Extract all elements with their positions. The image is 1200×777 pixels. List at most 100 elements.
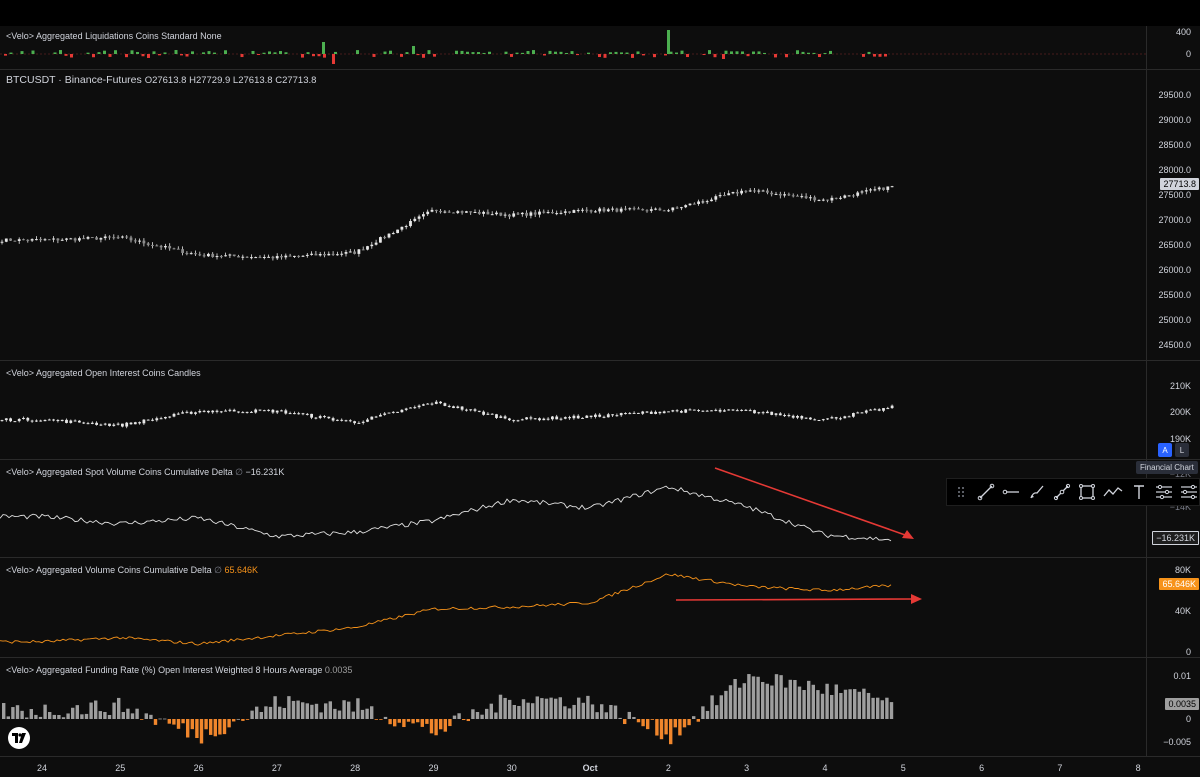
oi-candle <box>873 409 877 411</box>
liquidation-bar <box>279 51 282 54</box>
drag-handle-icon[interactable] <box>951 481 970 503</box>
price-candle <box>17 239 21 242</box>
connected-line-icon[interactable] <box>1052 481 1071 503</box>
price-candle <box>60 239 64 241</box>
oi-candle <box>267 409 270 411</box>
price-candle <box>108 236 111 238</box>
spot-cvd-axis[interactable]: −12K −14K −16.231K <box>1146 460 1200 557</box>
oi-candle <box>361 421 365 423</box>
price-candle <box>783 194 786 196</box>
price-candle <box>103 236 107 239</box>
open-interest-axis[interactable]: 210K 200K 190K <box>1146 361 1200 459</box>
funding-bar <box>388 719 392 725</box>
volume-cvd-pane[interactable]: <Velo> Aggregated Volume Coins Cumulativ… <box>0 558 1146 657</box>
liquidation-bar <box>801 51 805 54</box>
funding-bar <box>613 705 618 719</box>
price-candle <box>774 193 778 195</box>
auto-scale-button[interactable]: A <box>1158 443 1172 457</box>
oi-candle <box>766 411 769 414</box>
pane-separator[interactable] <box>0 360 1200 361</box>
pane-separator[interactable] <box>0 657 1200 658</box>
oi-candle <box>426 403 430 405</box>
funding-bar <box>641 719 645 727</box>
funding-bar <box>885 697 889 719</box>
horizontal-ray-icon[interactable] <box>1002 481 1021 503</box>
funding-bar <box>48 712 52 719</box>
oi-candle <box>0 420 4 422</box>
funding-bar <box>475 712 480 719</box>
funding-bar <box>761 681 765 719</box>
liquidation-bar <box>433 54 436 57</box>
liquidation-bar <box>807 52 810 54</box>
price-candle <box>508 214 511 217</box>
funding-axis[interactable]: 0.01 0 −0.005 0.0035 <box>1146 658 1200 756</box>
funding-pane[interactable]: <Velo> Aggregated Funding Rate (%) Open … <box>0 658 1146 756</box>
tradingview-logo[interactable] <box>8 727 30 749</box>
open-interest-pane[interactable]: <Velo> Aggregated Open Interest Coins Ca… <box>0 361 1146 459</box>
price-candle <box>224 255 227 257</box>
price-axis[interactable]: 27713.8 29500.0 29000.0 28500.0 28000.0 2750… <box>1146 70 1200 360</box>
oi-candle <box>632 412 636 414</box>
log-scale-button[interactable]: L <box>1175 443 1189 457</box>
more-settings-icon[interactable] <box>1180 481 1199 503</box>
funding-bar <box>793 680 797 719</box>
price-candle <box>563 211 567 213</box>
rectangle-icon[interactable] <box>1078 481 1097 503</box>
funding-bar <box>439 719 443 730</box>
price-candle <box>4 238 8 242</box>
liquidation-bar <box>884 54 887 57</box>
liquidation-bar <box>471 52 475 54</box>
oi-candle <box>757 412 761 414</box>
pane-separator[interactable] <box>0 459 1200 460</box>
funding-bar <box>719 695 723 719</box>
liquidation-bar <box>576 54 579 56</box>
settings-icon[interactable] <box>1154 481 1173 503</box>
funding-bar <box>319 712 323 719</box>
funding-bar <box>255 706 259 719</box>
price-chart <box>0 185 894 261</box>
time-tick-oct: Oct <box>582 763 598 773</box>
pane-separator[interactable] <box>0 557 1200 558</box>
volume-cvd-axis[interactable]: 80K 40K 0 65.646K <box>1146 558 1200 657</box>
liquidation-bar <box>543 54 546 56</box>
symbol-legend: BTCUSDT · Binance-Futures O27613.8 H2772… <box>6 74 316 86</box>
funding-bar <box>839 692 843 719</box>
oi-candle <box>671 410 675 412</box>
drawing-toolbar[interactable] <box>946 478 1200 506</box>
time-axis[interactable]: 24 25 26 27 28 29 30 Oct 2 3 4 5 6 7 8 <box>0 756 1200 777</box>
flat-trend-arrow <box>675 598 915 601</box>
oi-candle <box>90 422 94 424</box>
liquidations-axis[interactable]: 400 0 <box>1146 26 1200 69</box>
oi-candle <box>383 413 387 415</box>
price-candle <box>159 245 163 248</box>
price-candle <box>56 238 60 241</box>
text-icon[interactable] <box>1129 481 1148 503</box>
price-tick: 28000.0 <box>1158 165 1191 175</box>
liquidation-bar <box>521 52 524 54</box>
funding-bar <box>149 714 153 719</box>
price-candle <box>164 246 167 248</box>
price-candle <box>542 211 546 213</box>
brush-icon[interactable] <box>1027 481 1046 503</box>
liquidation-bar <box>389 50 392 54</box>
price-candle <box>353 251 356 254</box>
price-candle <box>284 255 288 258</box>
funding-bar <box>347 701 351 719</box>
spot-cvd-pane[interactable]: <Velo> Aggregated Spot Volume Coins Cumu… <box>0 460 1146 557</box>
time-tick-30: 30 <box>506 763 517 773</box>
volume-cvd-last-tag: 65.646K <box>1159 578 1199 590</box>
price-pane[interactable]: BTCUSDT · Binance-Futures O27613.8 H2772… <box>0 70 1146 360</box>
liquidation-bar <box>708 50 711 54</box>
liquidation-bar <box>653 54 656 58</box>
trend-line-icon[interactable] <box>976 481 995 503</box>
funding-bar <box>11 707 15 719</box>
funding-bar <box>291 700 296 719</box>
price-candle <box>873 189 877 191</box>
time-tick-24: 24 <box>36 763 48 773</box>
path-icon[interactable] <box>1103 481 1123 503</box>
liquidations-pane[interactable]: <Velo> Aggregated Liquidations Coins Sta… <box>0 26 1146 69</box>
funding-bar <box>590 704 595 719</box>
pane-separator[interactable] <box>0 69 1200 70</box>
funding-tick-neg: −0.005 <box>1163 737 1191 747</box>
oi-candle <box>164 416 167 419</box>
